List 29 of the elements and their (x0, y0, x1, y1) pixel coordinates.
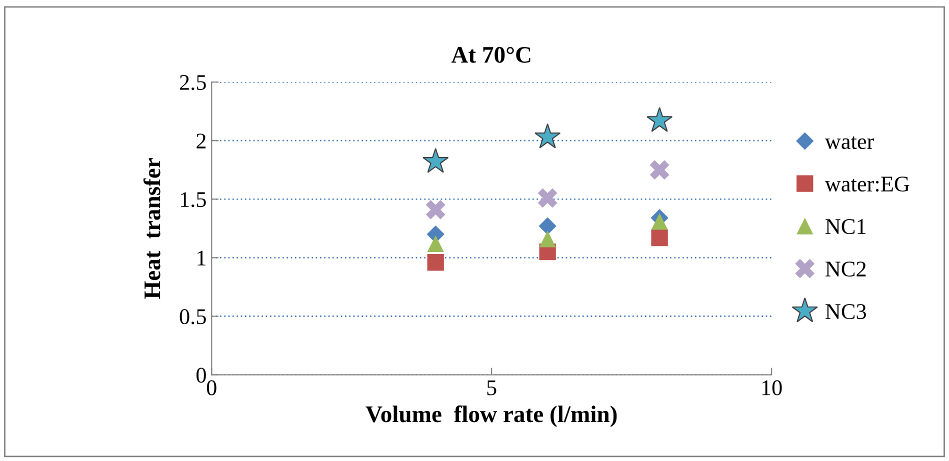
legend-label: NC1 (826, 219, 866, 234)
point (427, 235, 444, 252)
point (426, 200, 446, 220)
legend-label: NC2 (826, 262, 866, 277)
legend-label: water (824, 136, 874, 150)
point (427, 254, 444, 271)
point (422, 148, 449, 173)
y-tick-label: 2.5 (180, 75, 206, 90)
y-tick-label: 1 (198, 250, 206, 266)
point (651, 229, 668, 246)
point (646, 106, 673, 132)
point (538, 217, 556, 235)
legend-label: NC3 (826, 304, 866, 320)
x-tick-label: 0 (206, 380, 216, 396)
point (650, 160, 670, 180)
y-tick-label: 1.5 (180, 192, 206, 208)
point (539, 230, 556, 248)
y-tick-label: 0.5 (180, 309, 206, 324)
y-tick-label: 0 (196, 368, 206, 383)
point (651, 213, 668, 230)
x-tick-label: 5 (487, 380, 496, 396)
point (534, 123, 561, 148)
point (538, 188, 558, 208)
y-axis-title: Heat transfer (143, 158, 160, 299)
x-axis-title: Volume flow rate (l/min) (366, 405, 617, 428)
x-tick-label: 10 (762, 380, 782, 396)
chart-title: At 70°C (451, 46, 530, 63)
legend-label: water:EG (824, 176, 910, 192)
y-tick-label: 2 (196, 134, 206, 148)
